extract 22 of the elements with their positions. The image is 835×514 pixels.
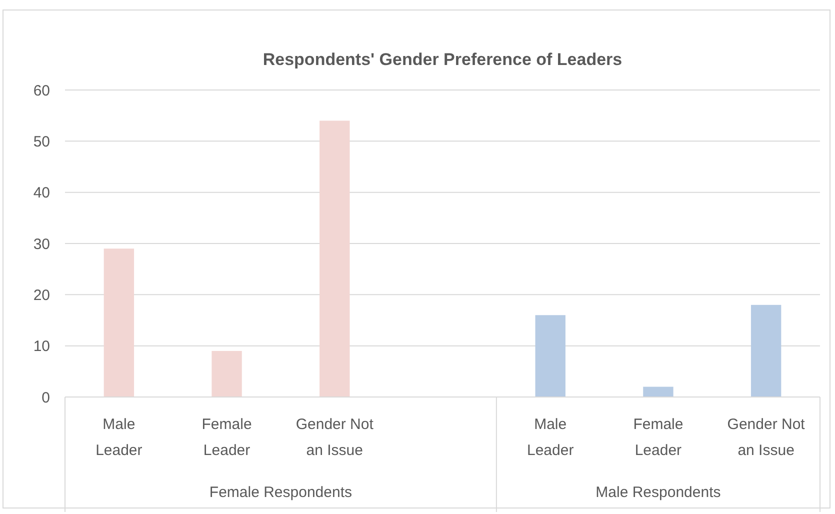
bar <box>104 248 134 397</box>
bar <box>750 304 782 397</box>
bar <box>643 386 674 397</box>
x-tick-label: Female Leader <box>633 416 684 459</box>
y-tick-label: 30 <box>33 236 50 253</box>
bar <box>535 315 566 397</box>
x-tick-label: Male Leader <box>527 416 574 459</box>
y-tick-label: 40 <box>33 184 50 202</box>
text: Female Respondents <box>209 484 352 501</box>
x-tick-label: Female Leader <box>202 416 252 459</box>
x-tick-label: Gender Not an Issue <box>296 416 374 459</box>
y-tick-label: 60 <box>33 82 50 100</box>
x-tick-label: Male Leader <box>96 416 142 459</box>
bar <box>320 120 350 397</box>
x-tick-label: Gender Not an Issue <box>727 416 806 459</box>
bar <box>212 350 242 397</box>
y-tick-label: 20 <box>33 286 50 304</box>
y-tick-label: 0 <box>42 389 50 406</box>
y-tick-label: 50 <box>33 133 50 150</box>
text: Male Respondents <box>596 484 721 501</box>
y-tick-label: 10 <box>33 338 50 356</box>
chart-title: Respondents' Gender Preference of Leaders <box>262 50 622 69</box>
